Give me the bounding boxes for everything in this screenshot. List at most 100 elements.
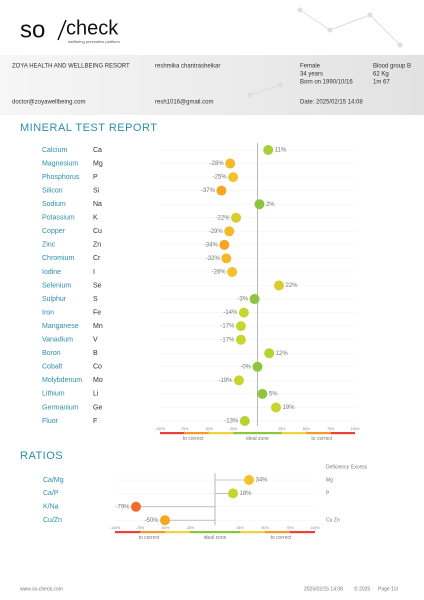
network-decoration [247, 7, 403, 98]
symbol-label: Ge [93, 404, 102, 411]
dot [263, 145, 274, 155]
value-label: -22% [216, 215, 231, 221]
symbol-label: V [93, 337, 98, 344]
dot [228, 172, 239, 183]
blood-group: Blood group B [373, 64, 411, 70]
dot [216, 185, 227, 196]
value-label: -28% [210, 161, 225, 167]
value-label: -17% [220, 337, 235, 343]
value-label: -0% [240, 364, 251, 370]
logo-check: check [66, 17, 119, 39]
x-tick-label: -100% [110, 526, 120, 530]
category-label: Vanadium [42, 337, 73, 344]
height: 1m 67 [373, 80, 390, 86]
value-label: -25% [213, 175, 228, 181]
dot [219, 239, 230, 250]
symbol-label: F [93, 418, 97, 425]
zone-label: to correct [271, 535, 292, 541]
category-label: Boron [42, 350, 61, 357]
value-label: 22% [285, 283, 298, 289]
category-label: Iodine [42, 269, 61, 276]
value-label: 2% [266, 202, 275, 208]
zone-segment [290, 531, 315, 534]
x-tick-label: -100% [155, 427, 165, 431]
category-label: Potassium [42, 215, 75, 222]
zone-label: to correct [139, 535, 160, 541]
column-header: Deficiency [326, 464, 350, 470]
x-tick-label: 100% [351, 427, 360, 431]
x-tick-label: -25% [186, 526, 194, 530]
category-label: Zinc [42, 242, 56, 249]
section-title: RATIOS [20, 450, 63, 462]
value-label: -26% [212, 270, 227, 276]
zone-segment [265, 531, 290, 534]
symbol-label: Na [93, 201, 102, 208]
zone-segment [240, 531, 265, 534]
born: Born on 1990/10/16 [300, 80, 353, 86]
value-label: 19% [283, 405, 296, 411]
deficiency-label: Cu Zn [326, 518, 340, 524]
symbol-label: Cr [93, 255, 101, 262]
x-tick-label: -50% [205, 427, 213, 431]
x-tick-label: 50% [303, 427, 310, 431]
x-tick-label: 25% [278, 427, 285, 431]
column-header: Excess [351, 464, 368, 470]
weight: 62 Kg [373, 72, 389, 78]
category-label: Calcium [42, 147, 67, 154]
zone-label: to correct [311, 436, 332, 442]
dot [244, 475, 254, 485]
footer-site: www.so-check.com [20, 586, 63, 592]
zone-segment [281, 432, 307, 435]
symbol-label: Ca [93, 147, 102, 154]
dot [228, 488, 238, 499]
value-label: 5% [269, 391, 278, 397]
value-label: 11% [275, 148, 287, 154]
value-label: -14% [223, 310, 238, 316]
logo-slash [57, 19, 67, 41]
dot [235, 321, 246, 332]
dot [235, 334, 246, 345]
category-label: Ca/Mg [43, 477, 64, 484]
x-tick-label: 75% [327, 427, 334, 431]
zone-segment [257, 432, 282, 435]
value-label: -13% [224, 419, 239, 425]
symbol-label: S [93, 296, 98, 303]
symbol-label: Fe [93, 309, 101, 316]
deficiency-label: P [326, 491, 330, 497]
symbol-label: B [93, 350, 98, 357]
category-label: Fluor [42, 418, 59, 425]
value-label: -17% [220, 324, 235, 330]
symbol-label: Zn [93, 242, 101, 249]
zone-label: to correct [183, 436, 204, 442]
value-label: -50% [144, 518, 159, 524]
age: 34 years [300, 72, 323, 78]
footer-copyright: © 2025 [354, 585, 370, 592]
dot [249, 294, 260, 305]
category-label: Manganese [42, 323, 79, 330]
value-label: -19% [218, 378, 233, 384]
category-label: Cobalt [42, 364, 62, 371]
dot [271, 402, 282, 413]
category-label: Germanium [42, 404, 79, 411]
dot [233, 375, 244, 386]
footer-page: Page 1/3 [378, 586, 398, 592]
category-label: Iron [42, 309, 54, 316]
resort: ZOYA HEALTH AND WELLBEING RESORT [12, 64, 130, 70]
symbol-label: Cu [93, 228, 102, 235]
patient-email: resh1016@gmail.com [155, 100, 213, 106]
value-label: -37% [201, 188, 216, 194]
zone-segment [190, 531, 215, 534]
x-tick-label: 25% [236, 526, 243, 530]
x-tick-label: -25% [229, 427, 237, 431]
value-label: 18% [240, 491, 253, 497]
logo-so: so [20, 16, 45, 43]
symbol-label: Mg [93, 160, 103, 167]
x-tick-label: -50% [161, 526, 169, 530]
zone-segment [160, 432, 185, 435]
deficiency-label: Mg [326, 477, 333, 483]
zone-segment [306, 432, 331, 435]
zone-segment [165, 531, 190, 534]
dot [264, 348, 275, 359]
category-label: Chromium [42, 255, 74, 262]
patient-name: reshmika chantrasheikar [155, 64, 220, 70]
